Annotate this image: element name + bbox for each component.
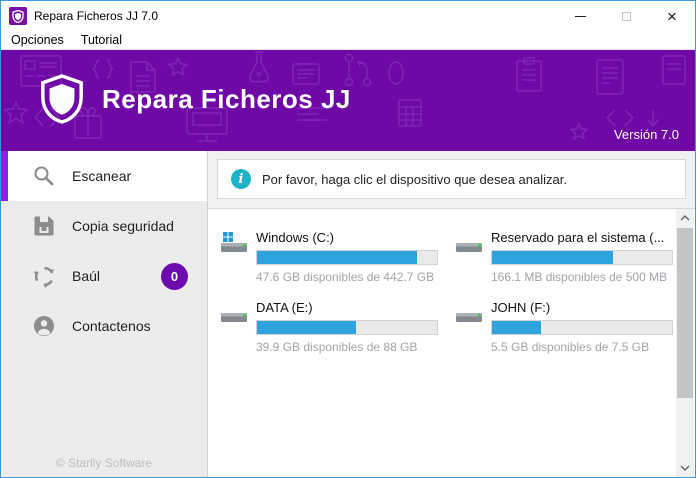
shield-logo-icon [41,74,83,124]
drive-usage-fill [492,321,541,334]
drive-name: DATA (E:) [256,300,313,315]
info-message-box: i Por favor, haga clic el dispositivo qu… [217,159,686,199]
info-section: i Por favor, haga clic el dispositivo qu… [208,151,695,208]
drive-caption: 166.1 MB disponibles de 500 MB [491,270,668,284]
menubar: Opciones Tutorial [1,31,695,50]
main-area: i Por favor, haga clic el dispositivo qu… [208,151,695,477]
drive-item-data-e[interactable]: DATA (E:) 39.9 GB disponibles de 88 GB [220,300,455,354]
maximize-icon [621,11,631,21]
menu-opciones[interactable]: Opciones [11,33,64,47]
close-icon: × [667,6,677,26]
drive-name: JOHN (F:) [491,300,551,315]
drive-item-john-f[interactable]: JOHN (F:) 5.5 GB disponibles de 7.5 GB [455,300,690,354]
drive-usage-bar [256,320,438,335]
drive-item-windows-c[interactable]: Windows (C:) 47.6 GB disponibles de 442.… [220,230,455,284]
close-button[interactable]: × [649,1,695,31]
sidebar-item-contactenos[interactable]: Contactenos [1,301,207,351]
window-controls: × [557,1,695,31]
drives-panel: Windows (C:) 47.6 GB disponibles de 442.… [208,208,695,477]
sidebar: Escanear Copia seguridad [1,151,208,477]
drive-caption: 47.6 GB disponibles de 442.7 GB [256,270,435,284]
drive-icon [455,230,485,284]
menu-tutorial[interactable]: Tutorial [80,33,123,47]
baul-count-badge: 0 [161,262,188,290]
minimize-icon [574,15,586,17]
scroll-up-button[interactable] [676,210,694,226]
sidebar-item-label: Copia seguridad [72,218,174,234]
header-background-pattern [3,51,686,142]
active-indicator [1,151,8,201]
recycle-icon [32,264,56,288]
drive-name: Windows (C:) [256,230,335,245]
minimize-button[interactable] [557,1,603,31]
drive-caption: 5.5 GB disponibles de 7.5 GB [491,340,650,354]
drive-usage-bar [256,250,438,265]
copyright-label: © Starlly Software [55,456,153,470]
sidebar-item-escanear[interactable]: Escanear [1,151,207,201]
person-icon [32,314,56,338]
sidebar-item-label: Contactenos [72,318,151,334]
search-icon [32,164,56,188]
drive-item-reservado[interactable]: Reservado para el sistema (... 166.1 MB … [455,230,690,284]
scroll-down-button[interactable] [676,460,694,476]
app-header: Repara Ficheros JJ Versión 7.0 [1,50,695,151]
save-icon [32,214,56,238]
titlebar: Repara Ficheros JJ 7.0 × [1,1,695,31]
app-shield-icon [9,7,27,25]
drive-usage-fill [257,251,418,264]
chevron-down-icon [680,465,690,471]
sidebar-item-label: Escanear [72,168,132,184]
info-icon: i [231,169,251,189]
system-drive-icon [220,230,250,284]
scrollbar-thumb[interactable] [677,228,693,398]
drive-usage-fill [492,251,613,264]
info-message: Por favor, haga clic el dispositivo que … [262,171,567,187]
window-title: Repara Ficheros JJ 7.0 [34,9,159,23]
drives-scrollbar[interactable] [676,209,694,477]
drive-caption: 39.9 GB disponibles de 88 GB [256,340,418,354]
sidebar-item-baul[interactable]: Baúl 0 [1,251,207,301]
drive-icon [220,300,250,354]
app-title: Repara Ficheros JJ [102,83,351,114]
chevron-up-icon [680,215,690,221]
sidebar-item-copia-seguridad[interactable]: Copia seguridad [1,201,207,251]
drive-usage-bar [491,250,673,265]
drives-grid: Windows (C:) 47.6 GB disponibles de 442.… [220,230,673,354]
drive-usage-bar [491,320,673,335]
drive-icon [455,300,485,354]
version-label: Versión 7.0 [613,127,679,142]
sidebar-item-label: Baúl [72,268,101,284]
maximize-button [603,1,649,31]
drive-usage-fill [257,321,356,334]
brand: Repara Ficheros JJ [39,74,351,124]
drive-name: Reservado para el sistema (... [491,230,665,245]
